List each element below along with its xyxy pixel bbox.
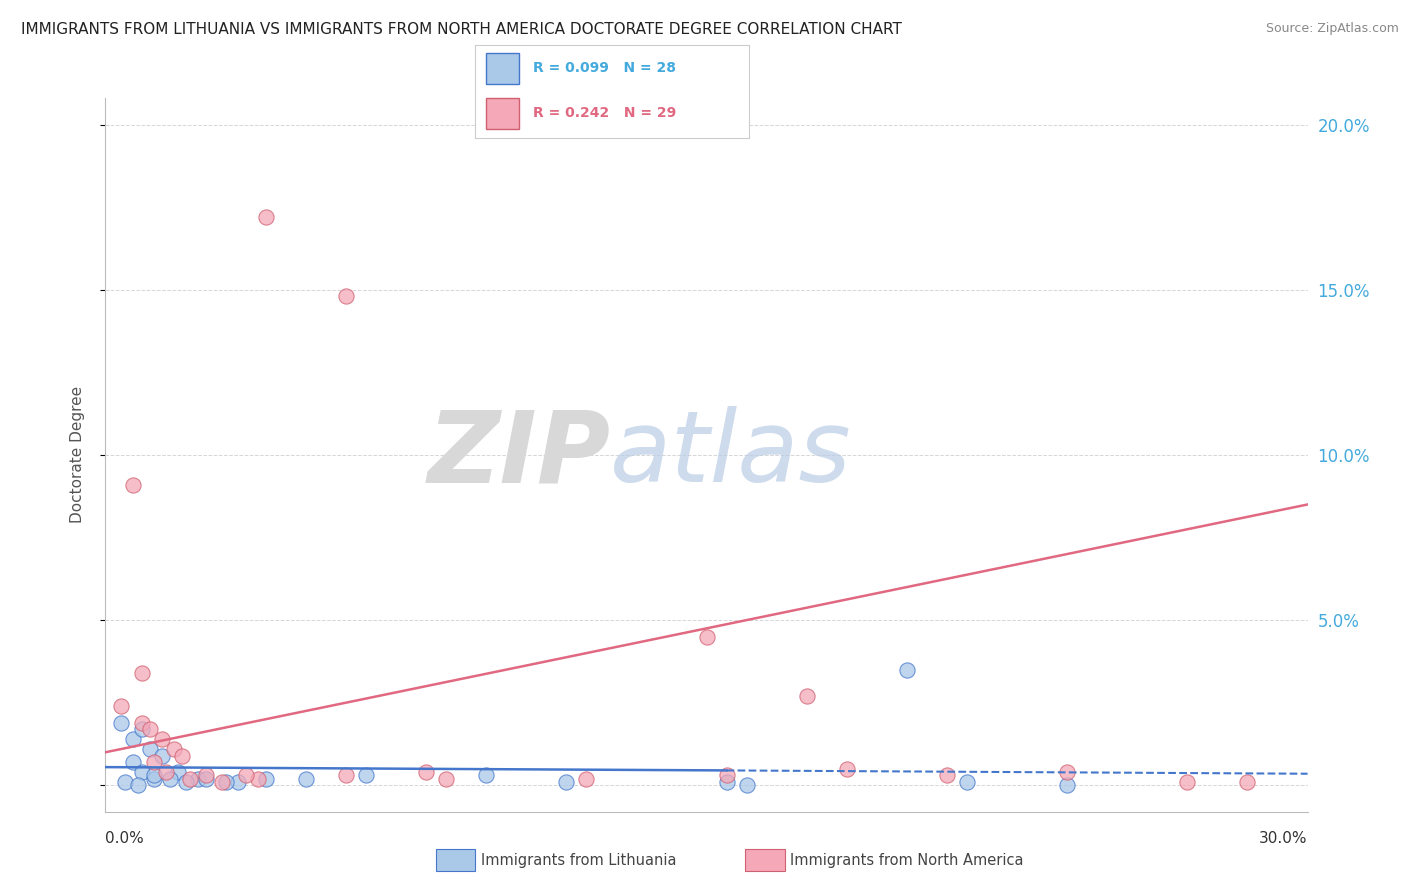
Text: R = 0.099   N = 28: R = 0.099 N = 28 [533,62,676,76]
Point [187,772,209,786]
Point [1236,775,1258,789]
Point [716,768,738,782]
Point [138,742,160,756]
Point [354,768,377,782]
Text: 0.0%: 0.0% [105,831,145,846]
Point [122,732,145,747]
Point [1056,778,1078,792]
Point [162,742,184,756]
Point [716,775,738,789]
Point [956,775,979,789]
Text: Source: ZipAtlas.com: Source: ZipAtlas.com [1265,22,1399,36]
Point [150,732,173,747]
Point [835,762,858,776]
Point [415,765,437,780]
Point [335,768,357,782]
Point [696,630,718,644]
Point [896,663,918,677]
Point [179,772,201,786]
Point [254,772,277,786]
Point [1177,775,1199,789]
Point [434,772,457,786]
Point [131,665,153,680]
Point [142,768,165,782]
Point [174,775,197,789]
Point [110,698,132,713]
Point [131,715,153,730]
Point [194,768,217,782]
Point [138,722,160,736]
Point [155,765,177,780]
Point [735,778,758,792]
Point [122,477,145,491]
Point [211,775,233,789]
Text: Immigrants from Lithuania: Immigrants from Lithuania [481,854,676,868]
Point [170,748,193,763]
Point [335,289,357,303]
Point [131,765,153,780]
Point [166,765,188,780]
Text: 30.0%: 30.0% [1260,831,1308,846]
Point [110,715,132,730]
Point [214,775,236,789]
Point [142,755,165,769]
Point [127,778,149,792]
Point [475,768,498,782]
Point [575,772,598,786]
Point [131,722,153,736]
Point [555,775,578,789]
Y-axis label: Doctorate Degree: Doctorate Degree [70,386,84,524]
Point [114,775,136,789]
Text: Immigrants from North America: Immigrants from North America [790,854,1024,868]
Point [796,689,818,703]
Bar [486,98,519,129]
Point [226,775,249,789]
Point [159,772,181,786]
Bar [486,53,519,84]
Text: ZIP: ZIP [427,407,610,503]
Text: IMMIGRANTS FROM LITHUANIA VS IMMIGRANTS FROM NORTH AMERICA DOCTORATE DEGREE CORR: IMMIGRANTS FROM LITHUANIA VS IMMIGRANTS … [21,22,903,37]
Point [936,768,959,782]
Point [194,772,217,786]
Text: R = 0.242   N = 29: R = 0.242 N = 29 [533,106,676,120]
Point [246,772,269,786]
Point [254,210,277,224]
Point [1056,765,1078,780]
Point [235,768,257,782]
Point [122,755,145,769]
Point [295,772,318,786]
Point [142,772,165,786]
Point [150,748,173,763]
Text: atlas: atlas [610,407,852,503]
